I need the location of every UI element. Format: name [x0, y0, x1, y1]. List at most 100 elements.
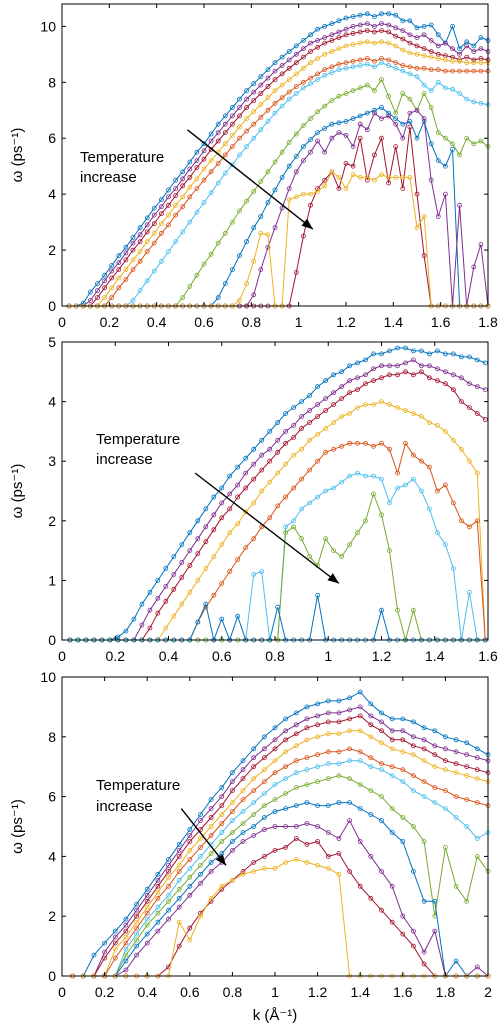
data-point: [308, 116, 313, 121]
data-point: [272, 100, 278, 106]
data-point: [421, 898, 427, 904]
data-point: [410, 943, 416, 949]
data-point: [347, 440, 353, 446]
data-point: [116, 285, 122, 291]
data-point: [198, 854, 203, 859]
data-point: [166, 202, 171, 208]
data-point: [109, 275, 115, 281]
data-point: [244, 281, 250, 287]
data-point: [336, 851, 342, 856]
data-point: [244, 116, 250, 121]
data-point: [322, 67, 328, 73]
data-point: [325, 776, 331, 782]
data-point: [434, 348, 440, 354]
data-point: [116, 275, 122, 281]
data-point: [304, 755, 310, 761]
data-point: [198, 818, 203, 823]
data-point: [194, 176, 200, 182]
data-point: [219, 485, 225, 491]
series-line: [69, 78, 489, 307]
data-point: [329, 38, 335, 43]
data-point: [299, 414, 305, 419]
data-point: [222, 170, 228, 176]
data-point: [389, 746, 395, 752]
data-point: [347, 776, 353, 782]
data-point: [293, 857, 299, 862]
data-point: [187, 848, 193, 853]
data-point: [158, 211, 164, 217]
x-tick-label: 0: [58, 648, 66, 664]
data-point: [466, 589, 472, 595]
data-point: [272, 782, 278, 787]
data-point: [339, 414, 345, 419]
data-point: [283, 524, 289, 530]
data-point: [350, 116, 356, 121]
data-point: [171, 572, 177, 577]
data-point: [227, 569, 233, 574]
data-point: [300, 233, 306, 239]
data-point: [343, 32, 349, 38]
data-point: [208, 833, 214, 838]
data-point: [251, 446, 257, 452]
data-point: [219, 515, 225, 521]
data-point: [450, 566, 456, 571]
data-point: [180, 204, 186, 210]
data-point: [201, 200, 207, 205]
data-point: [471, 68, 477, 74]
data-point: [403, 369, 408, 375]
data-point: [115, 634, 121, 640]
data-point: [187, 866, 193, 871]
annotation-line-2: increase: [96, 798, 153, 815]
data-point: [407, 174, 413, 180]
data-point: [442, 163, 448, 169]
data-point: [336, 93, 342, 99]
data-point: [265, 67, 271, 73]
data-point: [283, 461, 289, 467]
data-point: [208, 860, 214, 865]
data-point: [293, 60, 299, 66]
data-point: [293, 710, 299, 716]
data-point: [123, 967, 129, 973]
data-point: [315, 431, 321, 437]
data-point: [357, 63, 363, 68]
data-point: [144, 278, 150, 284]
data-point: [421, 794, 427, 799]
data-point: [144, 892, 150, 898]
data-point: [163, 566, 169, 571]
data-point: [403, 440, 408, 446]
data-point: [343, 15, 349, 21]
data-point: [400, 174, 406, 180]
series-7: [70, 773, 491, 979]
data-point: [315, 109, 321, 115]
data-point: [329, 32, 335, 38]
data-point: [134, 907, 140, 913]
data-point: [275, 470, 281, 476]
arrow-shaft: [180, 808, 227, 866]
data-point: [407, 96, 413, 102]
data-point: [123, 267, 129, 273]
data-point: [323, 449, 329, 455]
data-point: [195, 551, 201, 556]
data-point: [426, 506, 432, 512]
data-point: [371, 443, 376, 449]
data-point: [251, 188, 257, 194]
data-point: [400, 135, 406, 141]
data-point: [187, 166, 193, 172]
data-point: [435, 32, 441, 38]
data-point: [300, 85, 306, 91]
data-point: [300, 79, 306, 85]
data-point: [173, 193, 179, 198]
data-point: [393, 144, 399, 150]
data-point: [414, 74, 420, 80]
data-point: [267, 458, 273, 464]
data-point: [283, 428, 289, 434]
data-point: [229, 877, 235, 883]
data-point: [300, 123, 306, 128]
data-point: [137, 232, 143, 238]
data-point: [315, 188, 321, 194]
plot-frame: [61, 341, 489, 641]
data-point: [442, 351, 448, 357]
data-point: [151, 240, 157, 246]
data-point: [286, 77, 292, 82]
series-10: [70, 836, 491, 979]
